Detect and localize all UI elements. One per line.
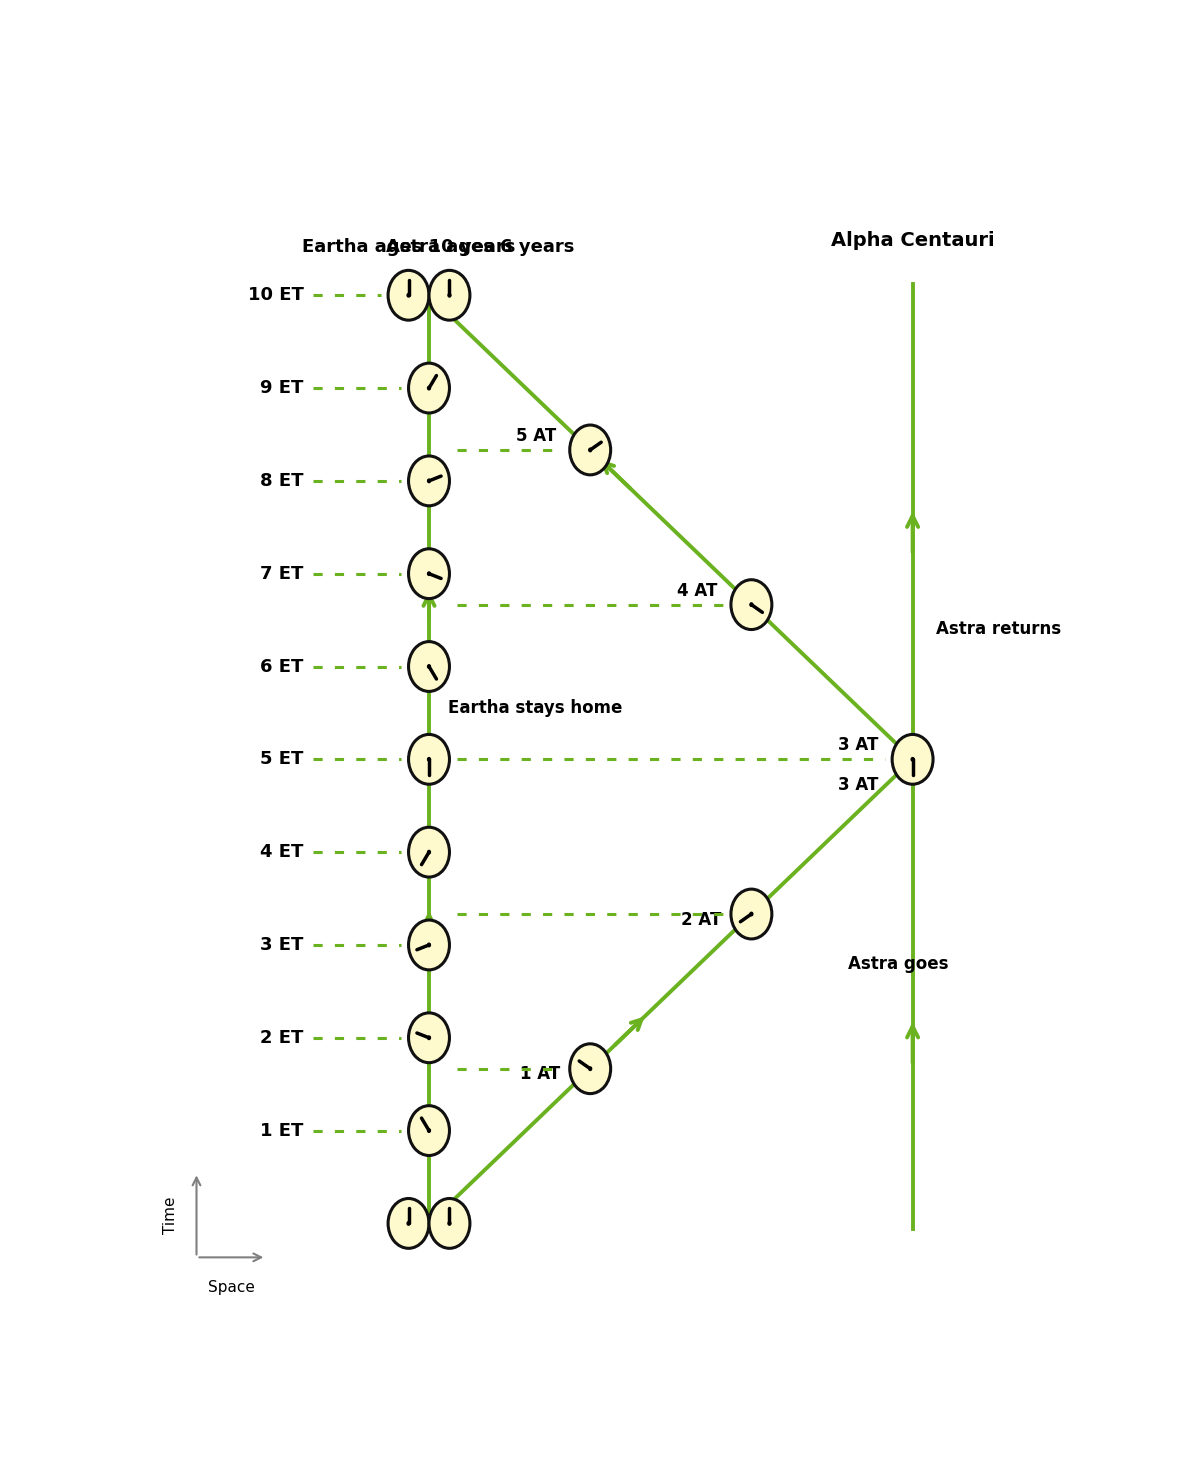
Text: 7 ET: 7 ET (260, 564, 304, 582)
Text: 1 AT: 1 AT (520, 1066, 560, 1083)
Text: 10 ET: 10 ET (247, 287, 304, 304)
Text: 2 ET: 2 ET (260, 1029, 304, 1047)
Text: Astra goes: Astra goes (847, 954, 948, 973)
Circle shape (750, 913, 752, 916)
Text: 1 ET: 1 ET (260, 1122, 304, 1139)
Circle shape (388, 270, 430, 320)
Circle shape (427, 664, 431, 669)
Circle shape (408, 548, 450, 598)
Circle shape (892, 735, 934, 784)
Text: Eartha ages 10 years: Eartha ages 10 years (302, 238, 515, 256)
Circle shape (427, 757, 431, 761)
Text: Astra ages 6 years: Astra ages 6 years (386, 238, 575, 256)
Text: 3 AT: 3 AT (838, 735, 878, 754)
Circle shape (589, 448, 592, 451)
Circle shape (570, 425, 611, 475)
Text: Time: Time (163, 1197, 178, 1233)
Circle shape (427, 851, 431, 854)
Circle shape (427, 944, 431, 947)
Text: Alpha Centauri: Alpha Centauri (830, 231, 995, 250)
Circle shape (408, 1013, 450, 1063)
Circle shape (570, 1044, 611, 1094)
Text: 5 ET: 5 ET (260, 750, 304, 769)
Circle shape (430, 270, 470, 320)
Text: Space: Space (208, 1280, 254, 1295)
Circle shape (731, 889, 772, 939)
Circle shape (448, 294, 451, 297)
Circle shape (408, 735, 450, 784)
Circle shape (427, 1036, 431, 1039)
Circle shape (408, 1105, 450, 1155)
Text: Eartha stays home: Eartha stays home (448, 700, 622, 717)
Circle shape (408, 920, 450, 970)
Text: 9 ET: 9 ET (260, 379, 304, 397)
Circle shape (911, 757, 914, 761)
Circle shape (408, 456, 450, 506)
Text: 2 AT: 2 AT (682, 911, 721, 929)
Circle shape (750, 603, 752, 607)
Circle shape (408, 641, 450, 691)
Text: 3 AT: 3 AT (838, 776, 878, 794)
Text: 6 ET: 6 ET (260, 657, 304, 676)
Circle shape (430, 1198, 470, 1248)
Circle shape (448, 1222, 451, 1225)
Text: Astra returns: Astra returns (936, 620, 1061, 638)
Text: 3 ET: 3 ET (260, 936, 304, 954)
Circle shape (427, 1129, 431, 1132)
Circle shape (427, 387, 431, 390)
Text: 5 AT: 5 AT (516, 428, 556, 445)
Circle shape (388, 1198, 430, 1248)
Circle shape (589, 1067, 592, 1070)
Circle shape (408, 828, 450, 878)
Circle shape (408, 363, 450, 413)
Text: 4 AT: 4 AT (677, 582, 716, 600)
Circle shape (731, 579, 772, 629)
Circle shape (427, 479, 431, 482)
Circle shape (407, 294, 410, 297)
Text: 8 ET: 8 ET (260, 472, 304, 490)
Text: 4 ET: 4 ET (260, 844, 304, 861)
Circle shape (407, 1222, 410, 1225)
Circle shape (427, 572, 431, 575)
